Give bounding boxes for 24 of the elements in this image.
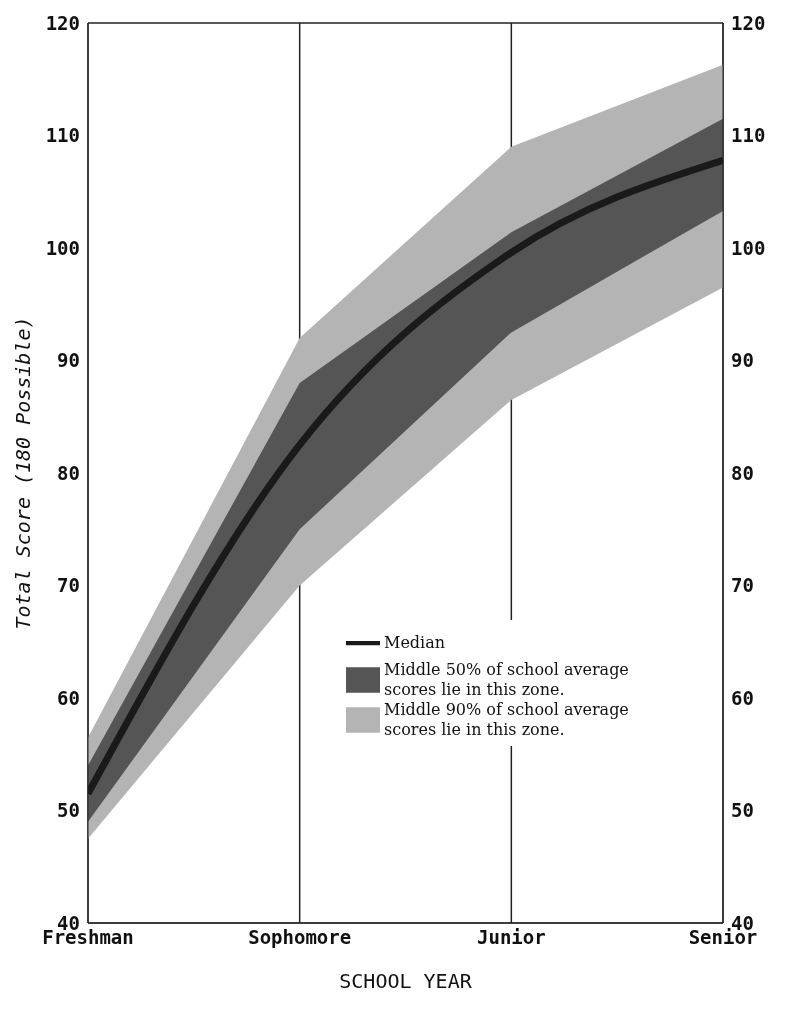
x-tick-label: Junior [477,926,546,949]
x-axis-title: SCHOOL YEAR [339,969,473,993]
y2-tick-label: 80 [731,461,754,484]
y-tick-label: 50 [57,799,80,822]
y-tick-label: 60 [57,686,80,709]
y-tick-label: 80 [57,461,80,484]
y2-tick-label: 40 [731,911,754,934]
y-tick-label: 70 [57,574,80,597]
y2-tick-label: 50 [731,799,754,822]
y-axis-title: Total Score (180 Possible) [11,316,36,630]
y2-tick-label: 70 [731,574,754,597]
legend-label: Median [384,633,447,653]
y2-tick-label: 120 [731,11,766,34]
legend-label: Middle 90% of school average scores lie in this zone. [384,700,630,740]
y-tick-label: 90 [57,349,80,372]
y-tick-label: 100 [45,236,80,259]
y2-tick-label: 100 [731,236,766,259]
y2-tick-label: 60 [731,686,754,709]
y-tick-label: 110 [45,124,80,147]
legend-label: Middle 50% of school average scores lie in this zone. [384,660,630,700]
y-tick-label: 120 [45,11,80,34]
y2-tick-label: 110 [731,124,766,147]
x-tick-label: Sophomore [248,926,352,949]
y2-tick-label: 90 [731,349,754,372]
